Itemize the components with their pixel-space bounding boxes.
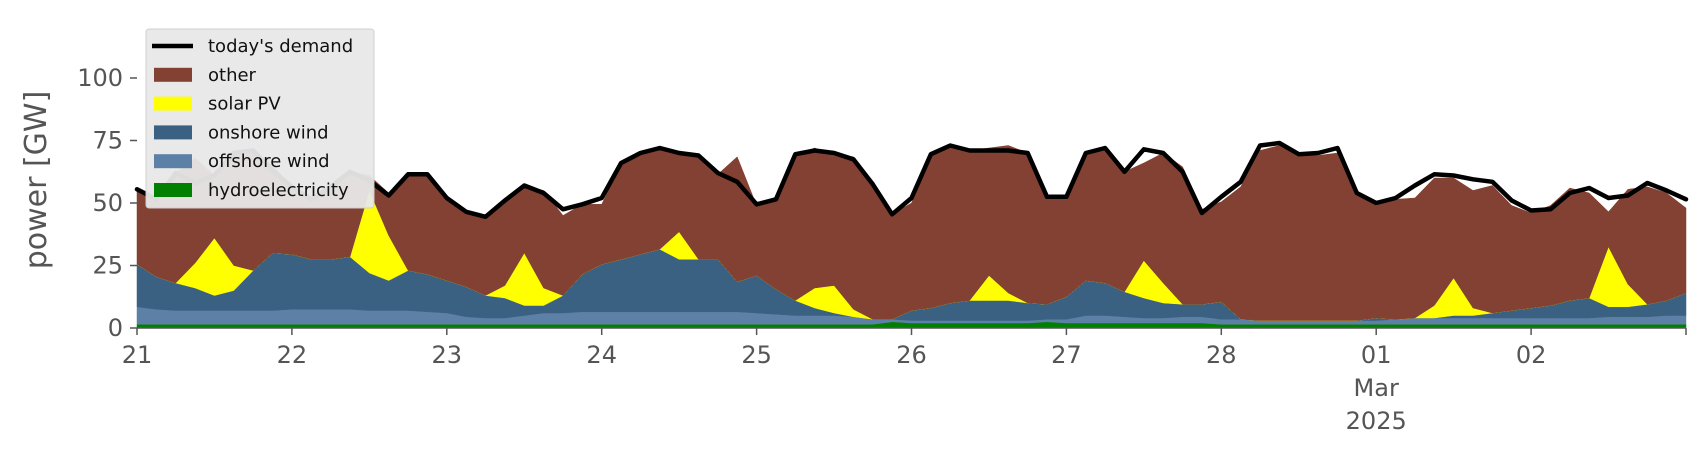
legend-swatch-hydroelectricity xyxy=(154,183,192,197)
legend-label-today-s-demand: today's demand xyxy=(208,36,353,57)
legend-label-offshore-wind: offshore wind xyxy=(208,151,330,172)
stacked-areas xyxy=(136,145,1687,329)
x-tick-label: 22 xyxy=(277,341,308,369)
x-tick-label: 23 xyxy=(432,341,463,369)
x-axis: 21 22 23 24 25 26 27 28 01 02 Mar 2025 xyxy=(122,327,1687,435)
y-tick-label: 100 xyxy=(77,64,123,92)
legend-label-hydroelectricity: hydroelectricity xyxy=(208,180,349,201)
x-tick-label: 26 xyxy=(896,341,927,369)
legend-box xyxy=(145,28,375,209)
line-todays-demand xyxy=(134,140,1689,220)
legend-swatch-other xyxy=(154,67,192,82)
x-tick-label: 24 xyxy=(586,341,617,369)
x-tick-label: 01 xyxy=(1361,341,1392,369)
legend-label-onshore-wind: onshore wind xyxy=(208,122,329,143)
x-tick-label: 25 xyxy=(741,341,772,369)
x-tick-label: 28 xyxy=(1206,341,1237,369)
y-axis-label: power [GW] xyxy=(19,91,54,270)
y-tick-label: 25 xyxy=(92,252,123,280)
y-tick-label: 0 xyxy=(108,314,123,342)
x-tick-label: 02 xyxy=(1516,341,1547,369)
legend-swatch-onshore-wind xyxy=(154,125,192,140)
demand-line-layer xyxy=(134,140,1689,220)
x-year-label: 2025 xyxy=(1346,407,1407,435)
legend-label-solar-pv: solar PV xyxy=(208,94,281,115)
y-tick-label: 75 xyxy=(92,127,123,155)
x-tick-label: 21 xyxy=(122,341,153,369)
legend-swatch-solar-pv xyxy=(154,96,192,111)
x-tick-label: 27 xyxy=(1051,341,1082,369)
y-tick-label: 50 xyxy=(92,189,123,217)
y-axis: 0 25 50 75 100 xyxy=(77,64,137,342)
legend-label-other: other xyxy=(208,65,257,86)
x-month-label: Mar xyxy=(1354,374,1399,402)
legend: today's demand other solar PV onshore wind o… xyxy=(145,28,375,209)
legend-swatch-offshore-wind xyxy=(154,154,192,169)
